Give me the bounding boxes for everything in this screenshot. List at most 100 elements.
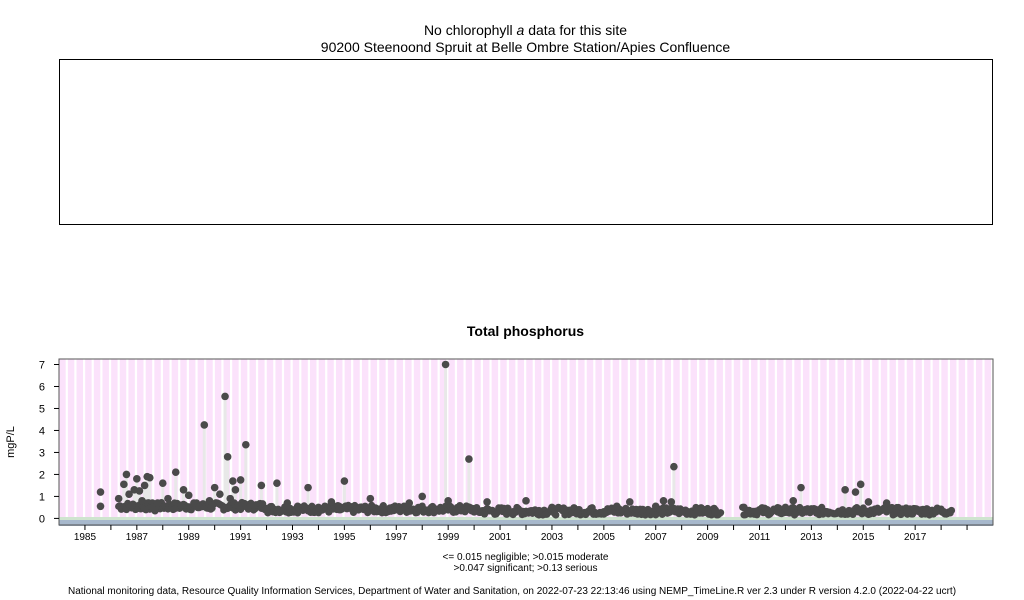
data-point (257, 481, 266, 490)
x-tick-label: 2001 (489, 532, 512, 543)
data-point (418, 492, 427, 501)
data-point (677, 508, 686, 516)
data-point (231, 486, 240, 494)
data-point (574, 509, 582, 517)
data-point (96, 502, 105, 511)
data-point (120, 480, 128, 489)
data-point (96, 488, 105, 496)
data-point (773, 508, 782, 516)
data-point (249, 501, 258, 510)
data-point (340, 477, 349, 485)
data-point (753, 508, 761, 516)
data-point (667, 498, 676, 506)
data-point (431, 505, 439, 514)
x-tick-label: 1991 (229, 532, 252, 543)
footer-credit: National monitoring data, Resource Quali… (67, 586, 957, 597)
data-point (921, 509, 930, 517)
data-point (195, 503, 203, 512)
data-point (457, 505, 465, 514)
x-tick-label: 2013 (800, 532, 823, 543)
data-point (812, 509, 821, 517)
data-point (200, 421, 209, 429)
x-tick-label: 2017 (904, 532, 927, 543)
data-point (711, 508, 720, 516)
data-point (133, 475, 141, 483)
y-tick-label: 3 (39, 447, 45, 459)
data-point (114, 494, 123, 503)
data-point (335, 505, 344, 514)
data-point (670, 462, 678, 471)
x-tick-label: 1987 (126, 532, 149, 543)
x-tick-label: 1999 (437, 532, 460, 543)
data-point (153, 499, 162, 507)
data-point (444, 497, 452, 505)
data-point (496, 506, 504, 515)
data-point (441, 360, 450, 369)
data-point (509, 508, 517, 516)
y-tick-label: 6 (39, 381, 45, 393)
data-point (587, 504, 595, 513)
data-point (135, 487, 144, 495)
data-point (875, 508, 883, 516)
data-point (146, 473, 154, 482)
data-point (236, 476, 245, 484)
data-point (685, 509, 694, 517)
reading-point (552, 511, 560, 519)
data-point (223, 453, 232, 461)
data-point (638, 505, 647, 514)
data-point (939, 508, 948, 516)
x-axis: 1985 1987 1989 1991 1993 1995 1997 1999 2001 2003… (74, 525, 968, 543)
data-points (96, 360, 948, 517)
x-tick-label: 1997 (385, 532, 408, 543)
data-point (903, 508, 912, 516)
chlorophyll-title-prefix: No chlorophyll (423, 22, 513, 38)
data-point (122, 470, 131, 479)
data-point (226, 494, 235, 503)
x-tick-label: 2011 (749, 532, 771, 543)
data-point (379, 508, 388, 516)
thresholds-line-2: >0.047 significant; >0.13 serious (453, 563, 598, 574)
data-point (522, 497, 530, 505)
data-point (242, 440, 250, 449)
data-point (151, 506, 159, 515)
data-point (392, 504, 401, 513)
data-point (405, 499, 414, 507)
chlorophyll-title-italic: a (516, 22, 525, 38)
data-point (273, 479, 281, 488)
x-tick-label: 2005 (593, 532, 616, 543)
x-tick-label: 2009 (696, 532, 719, 543)
data-point (561, 508, 569, 516)
data-point (693, 508, 702, 516)
data-point (262, 504, 271, 513)
data-point (184, 491, 193, 500)
chlorophyll-empty-plot (59, 59, 993, 225)
data-point (483, 498, 491, 506)
thresholds-line-1: <= 0.015 negligible; >0.015 moderate (442, 552, 609, 563)
data-point (823, 508, 831, 516)
data-point (659, 497, 668, 505)
y-tick-label: 2 (39, 469, 45, 481)
data-point (314, 503, 323, 512)
data-point (210, 483, 219, 492)
data-point (763, 509, 772, 517)
data-point (851, 488, 860, 496)
data-point (548, 503, 556, 512)
data-point (125, 490, 133, 499)
data-point (613, 502, 621, 511)
data-point (833, 509, 842, 517)
data-point (465, 455, 473, 463)
x-tick-label: 1989 (178, 532, 201, 543)
data-point (353, 505, 362, 514)
y-tick-label: 4 (39, 425, 45, 437)
data-point (138, 497, 146, 505)
data-point (293, 502, 302, 511)
x-tick-label: 1993 (281, 532, 304, 543)
data-point (164, 494, 172, 503)
negligible-band (59, 520, 993, 526)
data-point (283, 499, 292, 507)
x-tick-label: 1995 (333, 532, 356, 543)
data-point (745, 506, 753, 515)
data-point (140, 481, 149, 490)
data-point (802, 508, 810, 516)
data-point (327, 498, 336, 506)
